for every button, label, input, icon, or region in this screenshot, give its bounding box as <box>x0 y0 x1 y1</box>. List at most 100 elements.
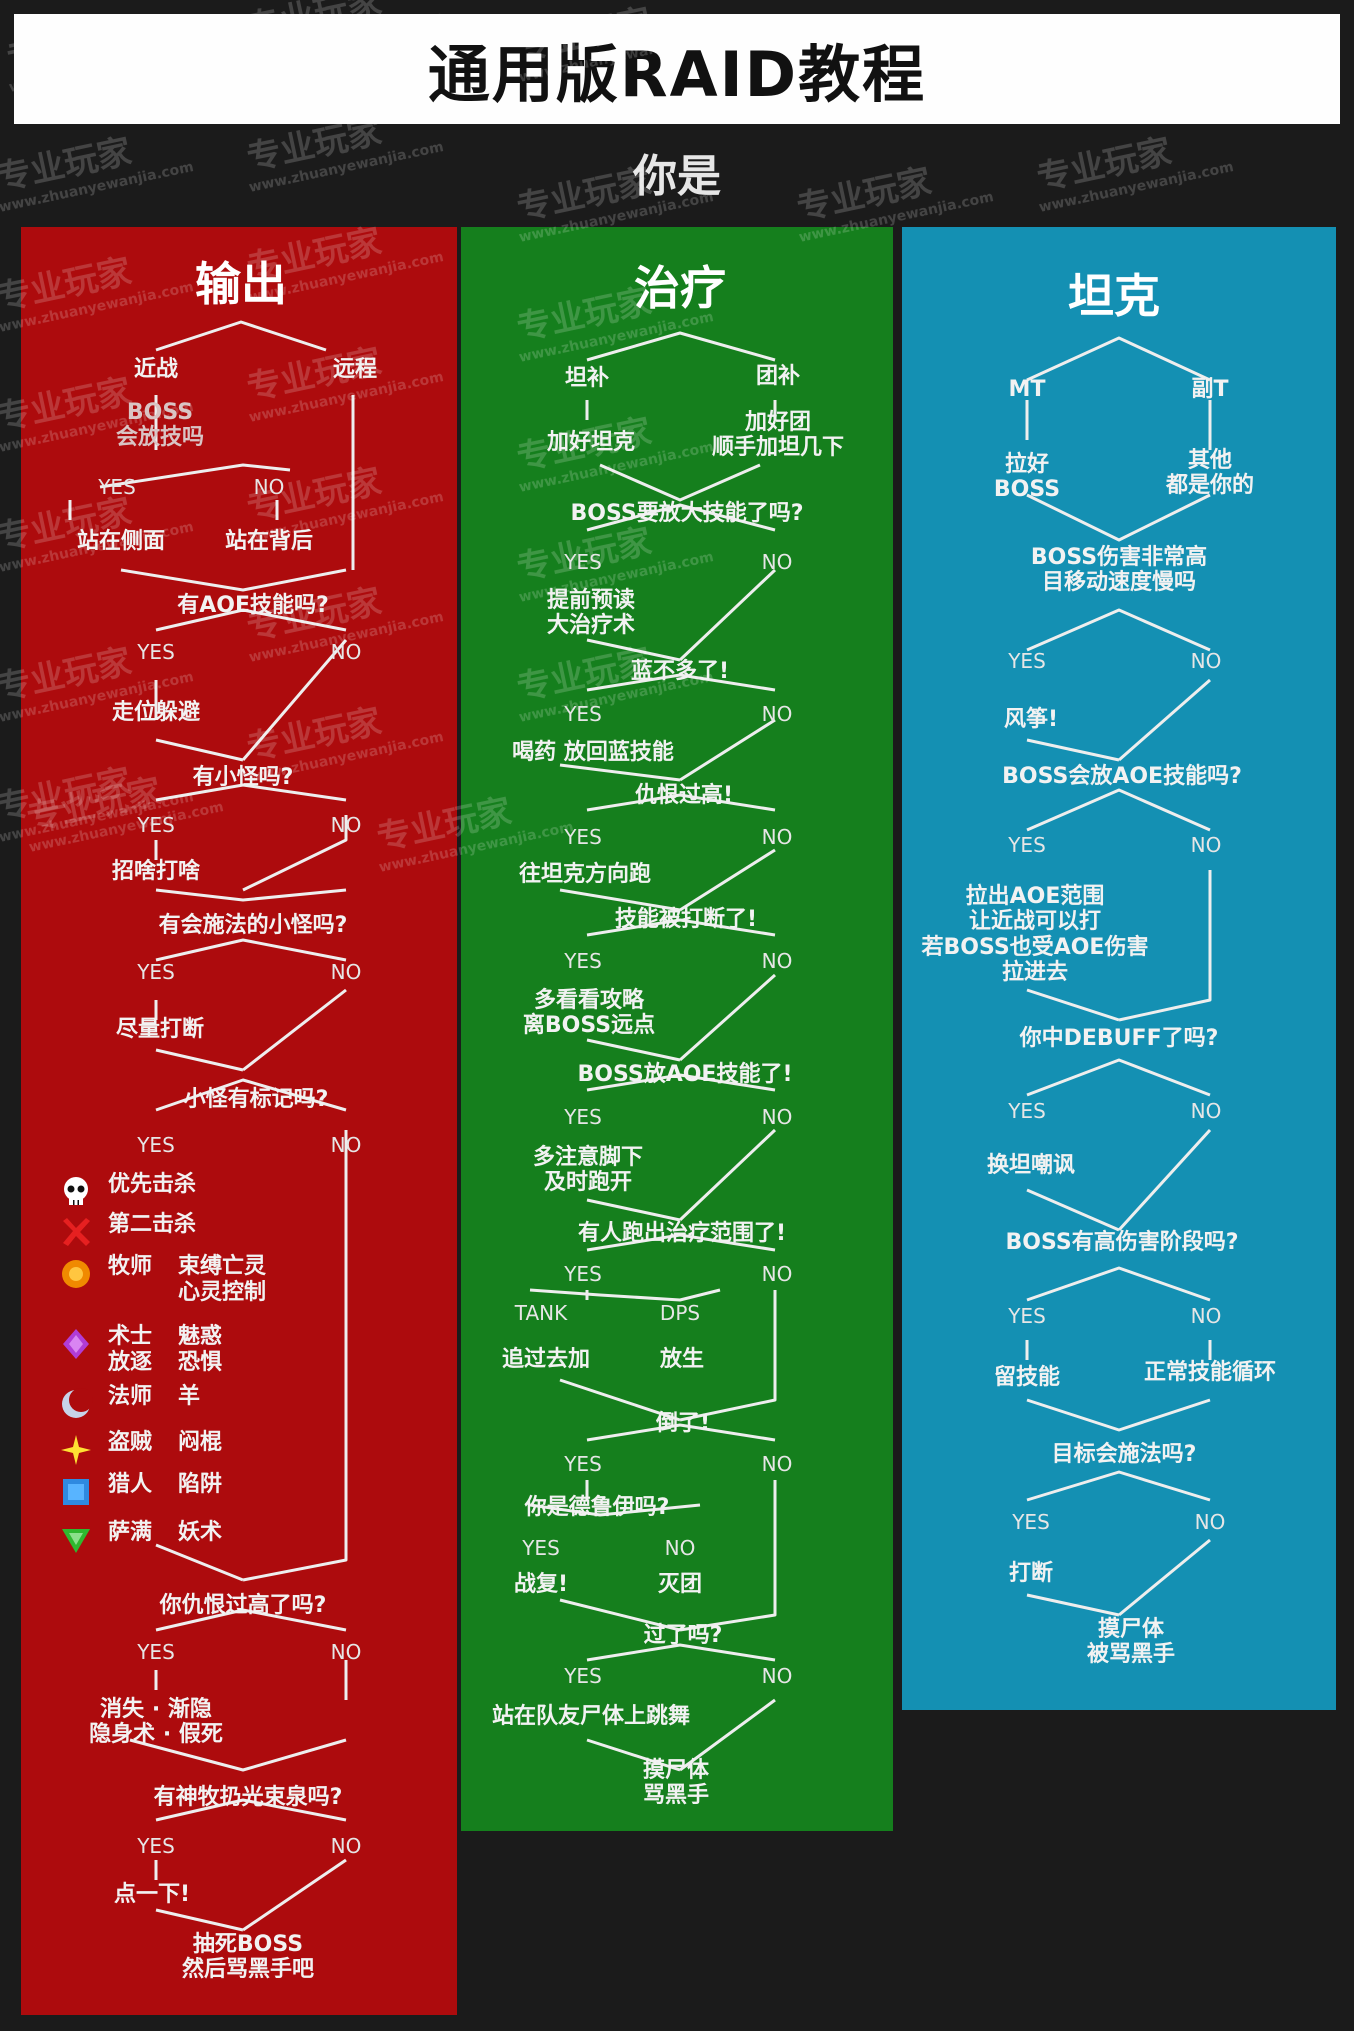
tank-mt: MT <box>1008 377 1046 402</box>
dps-q-priest: 有神牧扔光束泉吗? <box>153 1785 343 1810</box>
heal-header: 治疗 <box>634 261 726 315</box>
tank-q-dmg: BOSS伤害非常高 目移动速度慢吗 <box>1030 545 1208 596</box>
dps-boss-q: BOSS 会放技吗 <box>115 400 205 451</box>
heal-q-mana: 蓝不多了! <box>630 659 730 684</box>
dps-drop-threat: 消失 · 渐隐 隐身术 · 假死 <box>89 1697 223 1748</box>
dps-back: 站在背后 <box>224 529 314 554</box>
square-icon <box>56 1472 96 1512</box>
dps-q-aoe: 有AOE技能吗? <box>177 593 329 618</box>
legend-class: 第二击杀 <box>108 1212 197 1237</box>
legend-skill: 束缚亡灵 心灵控制 <box>178 1254 267 1306</box>
dps-end: 抽死BOSS 然后骂黑手吧 <box>181 1932 315 1983</box>
title-bar: 通用版RAID教程 <box>14 14 1340 124</box>
heal-tank-heal: 坦补 <box>564 366 610 391</box>
legend-class: 法师 <box>108 1384 153 1409</box>
tank-normal: 正常技能循环 <box>1143 1360 1277 1385</box>
dps-side: 站在侧面 <box>76 529 166 554</box>
legend-class: 优先击杀 <box>108 1172 197 1197</box>
heal-q-aoe: BOSS放AOE技能了! <box>577 1062 793 1087</box>
tank-pull-boss: 拉好 BOSS <box>993 452 1061 503</box>
legend-class: 萨满 <box>108 1520 153 1545</box>
heal-guide: 多看看攻略 离BOSS远点 <box>522 988 656 1039</box>
page-title: 通用版RAID教程 <box>427 38 927 111</box>
heal-let-die: 放生 <box>659 1347 705 1372</box>
tank-no3: NO <box>1190 1099 1222 1123</box>
heal-q-over: 过了吗? <box>643 1623 723 1648</box>
dps-yes3: YES <box>137 813 175 837</box>
heal-yes6: YES <box>564 1262 602 1286</box>
heal-q-range: 有人跑出治疗范围了! <box>577 1221 787 1246</box>
dps-yes7: YES <box>137 1834 175 1858</box>
tank-swap: 换坦嘲讽 <box>986 1153 1076 1178</box>
tank-q-debuff: 你中DEBUFF了吗? <box>1019 1026 1219 1051</box>
dps-melee: 近战 <box>133 357 179 382</box>
dps-hit-what: 招啥打啥 <box>111 859 201 884</box>
dps-yes4: YES <box>137 960 175 984</box>
heal-potion: 喝药 放回蓝技能 <box>512 740 674 765</box>
dps-yes1: YES <box>98 475 136 499</box>
tank-no4: NO <box>1190 1304 1222 1328</box>
skull-icon <box>56 1172 96 1212</box>
tank-others: 其他 都是你的 <box>1165 448 1255 499</box>
heal-no8: NO <box>664 1536 696 1560</box>
heal-chase: 追过去加 <box>501 1347 591 1372</box>
dps-no7: NO <box>330 1834 362 1858</box>
legend-row: 优先击杀 <box>56 1172 196 1212</box>
heal-yes7: YES <box>564 1452 602 1476</box>
star-icon <box>56 1430 96 1470</box>
heal-no2: NO <box>761 702 793 726</box>
dps-q-marked: 小怪有标记吗? <box>183 1087 329 1112</box>
legend-class: 盗贼 <box>108 1430 153 1455</box>
tank-no5: NO <box>1194 1510 1226 1534</box>
circle-icon <box>56 1254 96 1294</box>
heal-yes8: YES <box>522 1536 560 1560</box>
tank-q-cast: 目标会施法吗? <box>1051 1442 1197 1467</box>
dps-no5: NO <box>330 1133 362 1157</box>
dps-q-caster: 有会施法的小怪吗? <box>158 913 348 938</box>
dps-yes5: YES <box>137 1133 175 1157</box>
legend-skill: 魅惑 恐惧 <box>178 1324 223 1376</box>
legend-row: 萨满 妖术 <box>56 1520 222 1560</box>
heal-group-heal: 团补 <box>755 364 801 389</box>
legend-skill: 妖术 <box>178 1520 223 1545</box>
heal-run-tank: 往坦克方向跑 <box>518 862 652 887</box>
dps-header: 输出 <box>195 257 287 311</box>
dps-ranged: 远程 <box>332 357 378 382</box>
heal-precast: 提前预读 大治疗术 <box>546 588 636 639</box>
moon-icon <box>56 1384 96 1424</box>
heal-no1: NO <box>761 550 793 574</box>
heal-q-interrupted: 技能被打断了! <box>614 907 758 932</box>
heal-no5: NO <box>761 1105 793 1129</box>
heal-yes3: YES <box>564 825 602 849</box>
heal-tank-label: TANK <box>514 1301 568 1325</box>
heal-end: 摸尸体 骂黑手 <box>642 1758 710 1809</box>
heal-wipe: 灭团 <box>657 1572 703 1597</box>
tank-yes3: YES <box>1008 1099 1046 1123</box>
heal-no7: NO <box>761 1452 793 1476</box>
heal-rez: 战复! <box>513 1572 569 1597</box>
heal-yes1: YES <box>564 550 602 574</box>
heal-q-big: BOSS要放大技能了吗? <box>570 501 804 526</box>
cross-icon <box>56 1212 96 1252</box>
dps-no3: NO <box>330 813 362 837</box>
tank-interrupt: 打断 <box>1008 1561 1054 1586</box>
legend-row: 盗贼 闷棍 <box>56 1430 222 1470</box>
triangle-icon <box>56 1520 96 1560</box>
legend-class: 猎人 <box>108 1472 153 1497</box>
dps-interrupt: 尽量打断 <box>115 1017 205 1042</box>
heal-yes5: YES <box>564 1105 602 1129</box>
dps-yes2: YES <box>137 640 175 664</box>
dps-no1: NO <box>253 475 285 499</box>
diamond-icon <box>56 1324 96 1364</box>
legend-row: 第二击杀 <box>56 1212 196 1252</box>
heal-no6: NO <box>761 1262 793 1286</box>
legend-row: 牧师 束缚亡灵 心灵控制 <box>56 1254 266 1307</box>
dps-no2: NO <box>330 640 362 664</box>
legend-skill: 羊 <box>178 1384 201 1409</box>
dps-no6: NO <box>330 1640 362 1664</box>
heal-no4: NO <box>761 949 793 973</box>
tank-kite: 风筝! <box>1003 707 1059 732</box>
legend-class: 牧师 <box>108 1254 153 1279</box>
dps-q-adds: 有小怪吗? <box>192 765 294 790</box>
dps-q-threat: 你仇恨过高了吗? <box>159 1593 327 1618</box>
